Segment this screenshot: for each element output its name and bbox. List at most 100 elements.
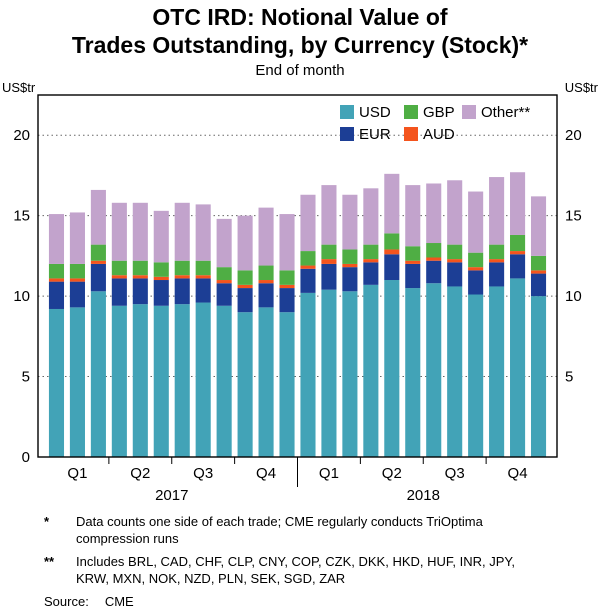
bar-segment-EUR	[48, 281, 65, 310]
bar-segment-Other	[342, 194, 358, 250]
bar-segment-USD	[321, 289, 337, 458]
bar-segment-Other	[258, 207, 274, 266]
legend-label-AUD: AUD	[423, 126, 455, 143]
y-tick-label-left: 0	[22, 449, 30, 466]
bar-segment-AUD	[174, 275, 190, 279]
y-unit-left: US$tr	[2, 80, 36, 95]
bar-segment-GBP	[468, 252, 484, 268]
bar-segment-EUR	[300, 268, 316, 294]
bar-segment-GBP	[321, 244, 337, 260]
footnote-1-marker: *	[44, 514, 50, 530]
source-label: Source:	[44, 593, 89, 609]
bar-segment-EUR	[216, 283, 232, 306]
year-label: 2018	[407, 487, 440, 504]
y-tick-label-left: 15	[13, 208, 30, 225]
bar-segment-GBP	[342, 249, 358, 265]
bar-segment-USD	[90, 291, 106, 458]
bar-segment-AUD	[90, 260, 106, 265]
bar-segment-GBP	[111, 260, 127, 276]
y-tick-label-right: 15	[565, 208, 582, 225]
bars	[48, 172, 547, 458]
chart-title-line2: Trades Outstanding, by Currency (Stock)*	[71, 31, 529, 58]
bar-segment-Other	[174, 202, 190, 261]
footnote-1-text: Data counts one side of each trade; CME …	[76, 514, 483, 547]
bar-segment-Other	[405, 185, 421, 247]
y-tick-label-right: 20	[565, 127, 582, 144]
bar-segment-USD	[300, 293, 316, 458]
quarter-label: Q2	[130, 465, 150, 482]
bar-segment-AUD	[300, 265, 316, 269]
bar-segment-USD	[384, 280, 400, 458]
footnote-2-marker: **	[44, 553, 55, 569]
bar-segment-USD	[363, 285, 379, 458]
bar-segment-GBP	[237, 270, 253, 286]
legend-label-GBP: GBP	[423, 104, 455, 121]
bar-segment-AUD	[111, 275, 127, 279]
bar-segment-GBP	[258, 265, 274, 281]
quarter-label: Q3	[193, 465, 213, 482]
bar-segment-AUD	[468, 267, 484, 271]
bar-segment-GBP	[195, 260, 211, 276]
bar-segment-EUR	[468, 270, 484, 295]
bar-segment-GBP	[90, 244, 106, 261]
bar-segment-AUD	[426, 257, 442, 261]
bar-segment-EUR	[426, 260, 442, 284]
bar-segment-GBP	[69, 264, 85, 279]
bar-segment-AUD	[48, 278, 65, 282]
bar-segment-Other	[279, 214, 295, 271]
bar-segment-GBP	[216, 267, 232, 281]
bar-segment-Other	[216, 219, 232, 268]
bar-segment-Other	[447, 180, 463, 245]
bar-segment-EUR	[174, 278, 190, 305]
legend-label-Other: Other**	[481, 104, 530, 121]
bar-segment-GBP	[153, 262, 169, 277]
bar-segment-EUR	[321, 264, 337, 290]
y-tick-label-right: 10	[565, 288, 582, 305]
legend-swatch-Other	[462, 105, 476, 120]
bar-segment-Other	[321, 185, 337, 245]
footnote-1: * Data counts one side of each trade; CM…	[44, 514, 576, 548]
bar-segment-Other	[195, 204, 211, 261]
y-tick-label-left: 10	[13, 288, 30, 305]
legend-swatch-USD	[340, 105, 354, 120]
quarter-label: Q4	[256, 465, 276, 482]
bar-segment-EUR	[69, 281, 85, 308]
bar-segment-Other	[237, 215, 253, 271]
bar-segment-USD	[489, 286, 505, 458]
footnote-2: ** Includes BRL, CAD, CHF, CLP, CNY, COP…	[44, 554, 576, 588]
bar-segment-USD	[258, 307, 274, 458]
bar-segment-USD	[468, 294, 484, 458]
bar-segment-AUD	[510, 251, 526, 255]
bar-segment-EUR	[405, 264, 421, 289]
bar-segment-USD	[279, 312, 295, 458]
bar-segment-GBP	[174, 260, 190, 276]
bar-segment-USD	[237, 312, 253, 458]
chart-title-line1: OTC IRD: Notional Value of	[152, 4, 448, 30]
bar-segment-Other	[90, 190, 106, 245]
bar-segment-USD	[69, 307, 85, 458]
bar-segment-Other	[363, 188, 379, 245]
bar-segment-Other	[153, 211, 169, 263]
chart-subtitle: End of month	[255, 62, 345, 80]
bar-segment-AUD	[153, 276, 169, 281]
bar-segment-GBP	[489, 244, 505, 260]
bar-segment-USD	[342, 291, 358, 458]
chart-title: OTC IRD: Notional Value of Trades Outsta…	[0, 0, 600, 59]
bar-segment-EUR	[132, 278, 148, 305]
quarter-label: Q2	[382, 465, 402, 482]
bar-segment-USD	[447, 286, 463, 458]
x-axis-labels: Q1 Q2 Q3 Q4 Q1 Q2 Q3 Q4 2017 2018	[67, 465, 527, 504]
bar-segment-EUR	[363, 262, 379, 286]
y-unit-right: US$tr	[565, 80, 599, 95]
legend-swatch-GBP	[404, 105, 418, 120]
year-label: 2017	[155, 487, 188, 504]
bar-segment-EUR	[384, 254, 400, 281]
bar-segment-GBP	[132, 260, 148, 276]
bar-segment-USD	[111, 305, 127, 458]
bar-segment-EUR	[90, 264, 106, 292]
bar-segment-GBP	[384, 233, 400, 250]
bar-segment-GBP	[48, 264, 65, 279]
source-value: CME	[104, 593, 134, 609]
legend-swatch-EUR	[340, 127, 354, 142]
bar-segment-USD	[48, 309, 65, 458]
